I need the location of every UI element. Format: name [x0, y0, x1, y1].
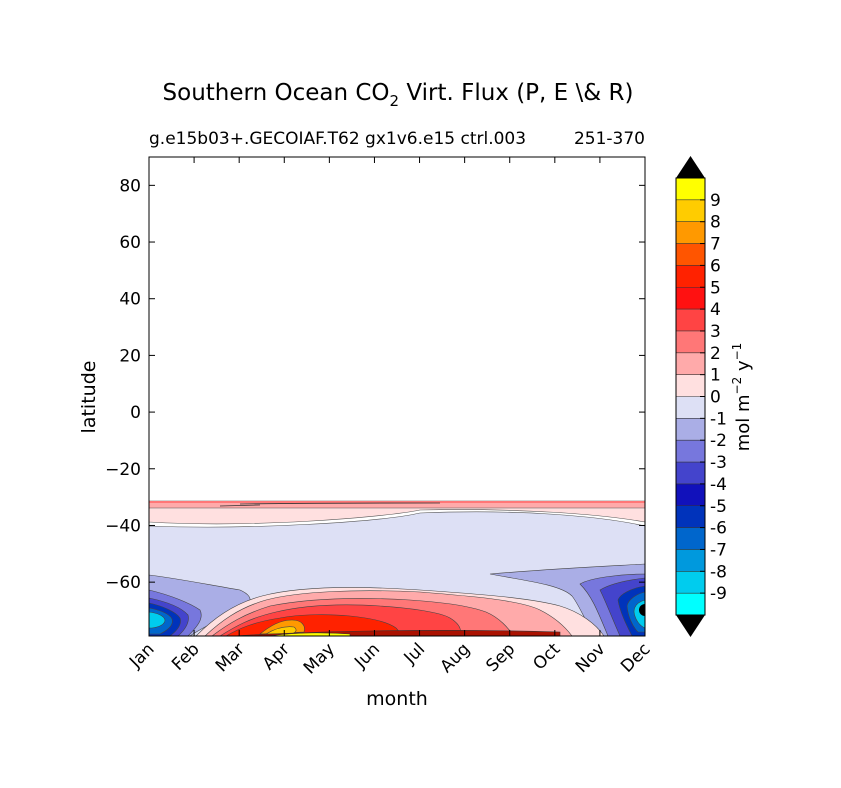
y-tick-label: −60 [105, 573, 141, 593]
colorbar-tick-label: -5 [710, 497, 727, 517]
colorbar-tick-label: -2 [710, 431, 727, 451]
chart-subtitle-right: 251-370 [574, 129, 645, 149]
chart-title: Southern Ocean CO2 Virt. Flux (P, E \& R… [163, 80, 634, 110]
colorbar-tick-label: 8 [710, 213, 721, 233]
x-tick-label: Mar [212, 639, 249, 676]
colorbar-tick-label: -1 [710, 409, 727, 429]
colorbar-swatch [676, 440, 705, 463]
colorbar-tick-label: -8 [710, 562, 727, 582]
colorbar-swatch [676, 199, 705, 223]
x-tick-label: Aug [437, 639, 475, 677]
y-tick-label: −40 [105, 516, 141, 536]
colorbar-tick-label: -7 [710, 540, 727, 560]
contour-line-33s [219, 502, 441, 507]
y-tick-label: 20 [119, 346, 141, 366]
x-tick-label: May [300, 639, 339, 678]
field-neg-right-extreme [639, 604, 645, 616]
colorbar-tick-label: 2 [710, 344, 721, 364]
x-tick-label: Feb [168, 639, 203, 674]
colorbar-swatch [676, 396, 705, 419]
colorbar-swatch [676, 374, 705, 397]
chart-subtitle-left: g.e15b03+.GECOIAF.T62 gx1v6.e15 ctrl.003 [149, 129, 526, 149]
colorbar-tick-label: 3 [710, 322, 721, 342]
colorbar-tick-label: 5 [710, 278, 721, 298]
y-tick-label: 0 [130, 403, 141, 423]
y-tick-label: 40 [119, 290, 141, 310]
y-axis-label: latitude [78, 361, 100, 434]
colorbar-tick-label: 6 [710, 256, 721, 276]
x-tick-label: Apr [259, 639, 294, 674]
colorbar-swatch [676, 418, 705, 441]
field-positive-weak [149, 506, 645, 525]
colorbar-swatch [676, 571, 705, 594]
colorbar-tick-label: 9 [710, 191, 721, 211]
y-tick-label: 80 [119, 176, 141, 196]
colorbar-swatch [676, 221, 705, 245]
x-tick-label: Jul [400, 639, 429, 668]
colorbar-swatch [676, 505, 705, 529]
field-positive-band-edge [149, 501, 645, 503]
colorbar-swatch [676, 549, 705, 572]
colorbar-tick-label: -9 [710, 584, 727, 604]
colorbar-tick-label: 0 [710, 388, 721, 408]
colorbar-tick-label: 1 [710, 366, 721, 386]
colorbar-swatch [676, 265, 705, 288]
colorbar-swatch [676, 178, 705, 201]
colorbar-extend-low [676, 615, 705, 637]
colorbar-swatch [676, 309, 705, 332]
colorbar-swatch [676, 527, 705, 550]
x-tick-label: Jun [350, 639, 384, 673]
x-axis-label: month [366, 688, 428, 710]
y-tick-label: −20 [105, 460, 141, 480]
colorbar-tick-label: 7 [710, 235, 721, 255]
colorbar-swatch [676, 287, 705, 310]
colorbar-extend-high [676, 156, 705, 178]
colorbar-label: mol m−2 y−1 [730, 343, 754, 452]
colorbar-tick-label: -4 [710, 475, 727, 495]
colorbar-tick-label: -6 [710, 519, 727, 539]
x-tick-label: Dec [617, 639, 654, 676]
colorbar-tick-label: -3 [710, 453, 727, 473]
colorbar-tick-label: 4 [710, 300, 721, 320]
y-axis: 80 60 40 20 0 −20 −40 −60 [105, 176, 645, 593]
colorbar-swatch [676, 462, 705, 485]
y-tick-label: 60 [119, 233, 141, 253]
plot-frame [148, 156, 646, 637]
x-tick-label: Nov [572, 639, 610, 677]
colorbar-swatch [676, 330, 705, 354]
colorbar-swatch [676, 243, 705, 266]
contour-fields [149, 500, 645, 636]
colorbar-swatch [676, 593, 705, 616]
colorbar-swatch [676, 352, 705, 376]
x-tick-label: Oct [529, 639, 564, 674]
field-neg-left-8 [149, 611, 166, 629]
x-tick-label: Jan [125, 639, 158, 672]
colorbar-swatch [676, 483, 705, 507]
x-tick-label: Sep [482, 639, 519, 676]
